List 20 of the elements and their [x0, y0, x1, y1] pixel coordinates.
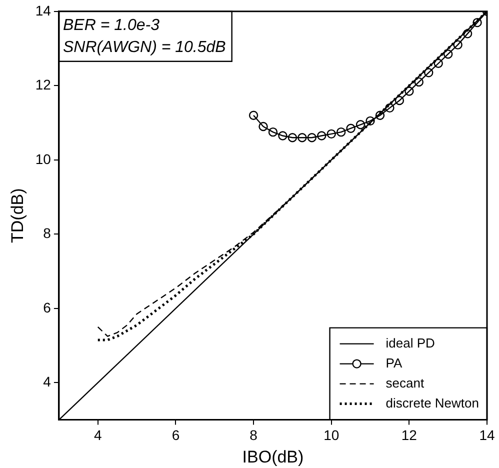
- x-tick-label: 4: [94, 427, 102, 444]
- x-tick-label: 12: [401, 427, 418, 444]
- x-tick-label: 10: [324, 427, 340, 444]
- legend-label: PA: [386, 355, 402, 370]
- y-tick-label: 10: [35, 150, 52, 167]
- x-tick-label: 14: [479, 427, 495, 444]
- y-tick-label: 14: [35, 2, 52, 18]
- x-tick-label: 6: [172, 427, 180, 444]
- x-axis-title: IBO(dB): [242, 447, 304, 466]
- y-tick-label: 4: [43, 374, 52, 390]
- y-tick-label: 8: [43, 225, 52, 242]
- y-axis-title: TD(dB): [8, 188, 27, 243]
- annotation: BER = 1.0e-3: [62, 16, 160, 34]
- x-tick-label: 8: [250, 427, 258, 444]
- annotation: SNR(AWGN) = 10.5dB: [62, 38, 226, 56]
- y-tick-label: 12: [35, 76, 52, 93]
- legend-label: ideal PD: [386, 335, 435, 350]
- legend-label: secant: [386, 375, 424, 390]
- y-tick-label: 6: [43, 299, 52, 316]
- legend-label: discrete Newton: [386, 395, 480, 410]
